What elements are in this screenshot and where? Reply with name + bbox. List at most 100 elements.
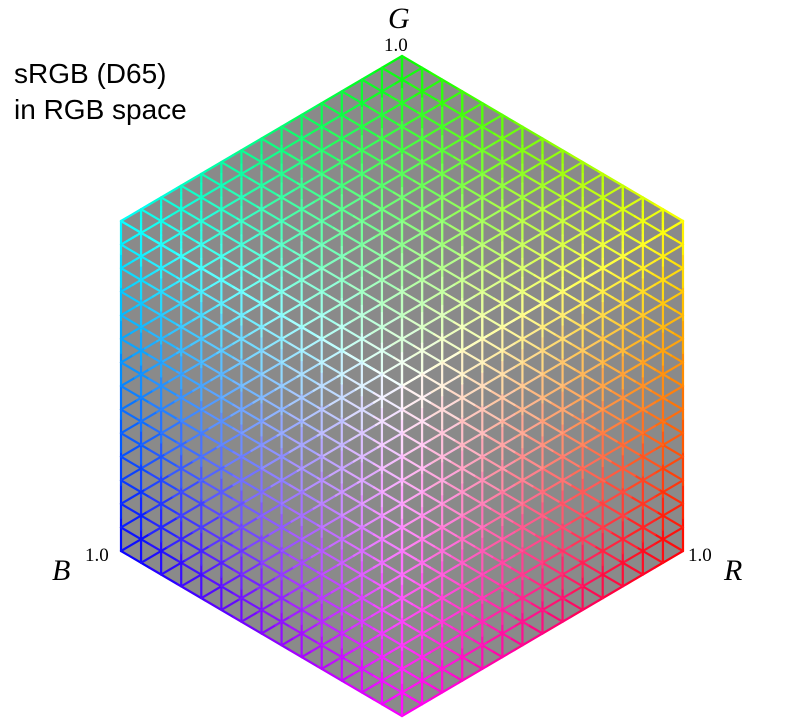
gridline-left-diag [356, 468, 382, 484]
gridline-right-g [485, 507, 516, 527]
gridline-top-b [372, 203, 404, 223]
gridline-right-diag [673, 309, 685, 317]
gridline-top-b [352, 215, 384, 234]
gridline-top-r [473, 113, 504, 133]
gridline-right-g [513, 396, 544, 416]
gridline-right-diag [657, 276, 667, 283]
gridline-left-g [260, 490, 291, 510]
gridline-right-diag [453, 439, 482, 457]
gridline-right-diag [581, 278, 594, 287]
gridline-right-diag [461, 514, 484, 529]
gridline-right-diag [541, 561, 564, 576]
gridline-top-r [280, 132, 311, 152]
gridline-left-diag [174, 255, 183, 261]
gridline-right-diag [553, 333, 572, 345]
gridline-left-diag [348, 423, 378, 442]
gridline-left-diag [276, 419, 305, 437]
gridline-right-diag [625, 351, 642, 363]
gridline-left-g [232, 545, 263, 564]
gridline-right-diag [429, 566, 446, 577]
gridline-left-diag [316, 615, 331, 626]
gridline-right-g [625, 354, 657, 373]
gridline-top-b [388, 259, 420, 279]
gridline-right-diag [437, 594, 452, 604]
gridline-left-diag [304, 474, 331, 491]
gridline-left-diag [300, 650, 313, 659]
gridline-right-diag [625, 516, 657, 536]
gridline-right-diag [445, 481, 470, 497]
gridline-top-b [404, 316, 436, 336]
gridline-top-r [340, 168, 371, 187]
gridline-right-g [541, 309, 572, 329]
gridline-right-g [429, 516, 460, 536]
gridline-left-g [148, 542, 179, 562]
gridline-right-diag [422, 468, 448, 484]
gridline-right-diag [621, 325, 636, 336]
gridline-right-diag [420, 373, 450, 391]
gridline-right-diag [521, 314, 540, 326]
gridline-left-diag [139, 546, 169, 564]
gridline-left-diag [238, 587, 259, 601]
gridline-right-diag [521, 361, 544, 376]
gridline-left-diag [204, 327, 221, 338]
gridline-left-diag [302, 403, 331, 422]
gridline-right-diag [569, 483, 600, 503]
gridline-top-r [368, 151, 400, 171]
gridline-top-b [292, 250, 323, 270]
gridline-top-r [380, 356, 412, 376]
gridline-top-b [433, 168, 464, 187]
gridline-left-diag [310, 644, 323, 653]
gridline-top-b [485, 104, 516, 124]
gridline-right-g [429, 399, 460, 418]
gridline-left-diag [370, 658, 380, 665]
gridline-right-diag [591, 379, 612, 392]
gridline-right-diag [601, 361, 620, 373]
gridline-left-diag [119, 399, 139, 411]
gridline-right-diag [424, 587, 440, 597]
gridline-left-diag [264, 336, 285, 350]
gridline-left-diag [210, 368, 231, 382]
gridline-left-diag [160, 308, 173, 317]
gridline-top-r [513, 137, 544, 157]
gridline-left-diag [152, 380, 171, 392]
gridline-right-diag [569, 342, 588, 355]
gridline-left-g [204, 387, 235, 406]
gridline-left-diag [143, 295, 155, 303]
gridline-right-g [485, 531, 516, 550]
gridline-left-diag [176, 276, 187, 284]
gridline-top-r [424, 118, 456, 138]
gridline-right-diag [533, 533, 558, 549]
gridline-top-b [320, 102, 351, 121]
gridline-left-diag [174, 389, 195, 403]
gridline-right-diag [497, 582, 516, 595]
gridline-left-diag [218, 500, 247, 518]
gridline-top-b [485, 269, 516, 289]
gridline-left-diag [119, 354, 135, 364]
gridline-top-r [372, 219, 404, 239]
gridline-right-diag [473, 615, 488, 626]
gridline-left-diag [168, 370, 187, 383]
gridline-right-g [569, 457, 600, 477]
gridline-left-diag [336, 653, 347, 661]
gridline-top-r [529, 245, 560, 265]
gridline-left-g [148, 424, 179, 444]
gridline-left-g [119, 502, 151, 522]
gridline-left-diag [131, 280, 141, 286]
gridline-right-diag [597, 500, 628, 520]
gridline-top-r [412, 243, 444, 263]
gridline-right-g [541, 285, 572, 305]
gridline-right-diag [513, 450, 544, 470]
gridline-right-diag [441, 361, 468, 378]
gridline-right-diag [499, 607, 516, 619]
gridline-left-g [260, 467, 291, 487]
gridline-left-g [372, 604, 404, 623]
gridline-left-diag [312, 494, 337, 510]
gridline-right-g [625, 495, 657, 515]
gridline-right-diag [449, 554, 468, 567]
gridline-top-b [545, 234, 576, 253]
gridline-top-r [180, 238, 211, 258]
gridline-right-diag [400, 644, 410, 650]
gridline-top-b [280, 125, 311, 145]
gridline-left-diag [260, 549, 283, 564]
gridline-top-b [521, 149, 552, 168]
